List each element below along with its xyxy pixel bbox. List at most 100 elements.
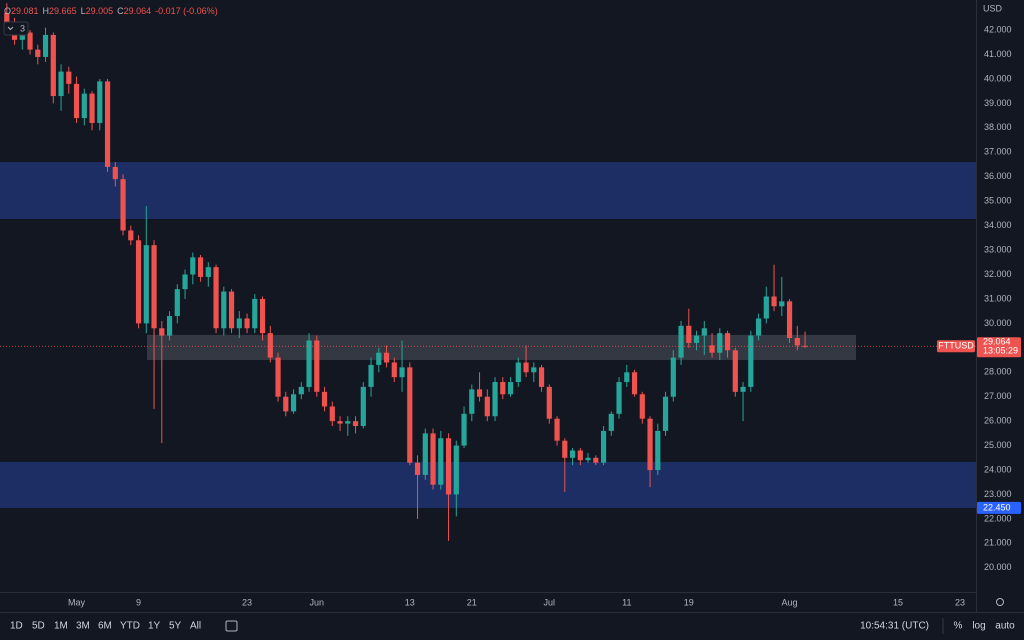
candle-body	[298, 386, 304, 395]
legend-value: 29.005	[86, 6, 114, 16]
candle-body	[732, 350, 738, 392]
candle-body	[554, 418, 560, 441]
countdown-label: 13:05:29	[983, 346, 1018, 356]
x-tick-label: Jul	[544, 597, 556, 607]
candle-body	[662, 396, 669, 431]
candle-body	[213, 267, 219, 329]
x-tick-label: Jun	[310, 597, 325, 607]
range-button[interactable]: 5Y	[169, 621, 182, 632]
price-label: 22.450	[983, 502, 1011, 512]
candle-body	[81, 93, 87, 119]
candle-body	[190, 257, 196, 275]
candle-body	[631, 372, 638, 395]
candle-body	[166, 316, 173, 336]
candle-body	[717, 333, 723, 353]
legend-key: O	[4, 6, 11, 16]
candles	[4, 3, 808, 541]
candle-body	[50, 34, 56, 97]
range-button[interactable]: 1Y	[148, 621, 161, 632]
candle-body	[19, 32, 25, 40]
candle-body	[321, 391, 328, 407]
candle-body	[523, 362, 529, 373]
candle-body	[647, 418, 653, 471]
candle-body	[655, 430, 661, 471]
candle-body	[244, 318, 250, 329]
candle-body	[755, 318, 762, 336]
candle-body	[329, 406, 335, 422]
symbol-label-box	[937, 340, 975, 353]
candle-body	[174, 289, 180, 317]
candle-body	[252, 298, 258, 329]
range-button[interactable]: 3M	[76, 621, 90, 632]
axes: 20.000 21.000 22.000 23.000 24.000 25.000 26.0…	[0, 24, 1021, 607]
range-button[interactable]: 5D	[32, 621, 45, 632]
y-tick-label: 35.000	[984, 196, 1012, 206]
range-button[interactable]: 1M	[54, 621, 68, 632]
candle-body	[383, 352, 390, 363]
candle-body	[546, 386, 552, 419]
y-tick-label: 38.000	[984, 122, 1012, 132]
candle-body	[608, 413, 614, 431]
candle-body	[143, 245, 149, 324]
candle-body	[236, 318, 242, 329]
candle-body	[89, 93, 95, 123]
indicator-toggle[interactable]	[3, 21, 29, 36]
candle-body	[345, 421, 351, 424]
candle-body	[639, 394, 645, 419]
candle-body	[484, 396, 490, 417]
y-tick-label: 26.000	[984, 416, 1012, 426]
candle-body	[27, 32, 33, 50]
candle-body	[515, 362, 521, 383]
range-button[interactable]: 6M	[98, 621, 112, 632]
x-tick-label: 9	[136, 597, 141, 607]
y-tick-label: 22.000	[984, 513, 1012, 523]
toolbar: 1D 5D 1M 3M 6M YTD 1Y 5Y All 10:54:31 (UTC)% log au…	[10, 621, 1015, 632]
candle-body	[128, 230, 134, 241]
last-price-label: 29.064	[983, 337, 1011, 347]
y-tick-label: 27.000	[984, 391, 1012, 401]
candle-body	[414, 462, 421, 475]
currency-label: USD	[983, 3, 1003, 13]
date-range-icon[interactable]	[225, 620, 238, 632]
candle-body	[407, 367, 413, 463]
x-tick-label: 15	[893, 597, 903, 607]
range-button[interactable]: YTD	[120, 621, 140, 632]
y-tick-label: 33.000	[984, 244, 1012, 254]
candle-body	[430, 433, 436, 485]
candle-body	[197, 257, 204, 277]
candle-body	[205, 267, 211, 277]
x-tick-label: 23	[242, 597, 252, 607]
scale-button[interactable]: auto	[995, 621, 1015, 632]
x-tick-label: 19	[684, 597, 694, 607]
y-tick-label: 42.000	[984, 24, 1012, 34]
candle-body	[779, 301, 785, 307]
candle-body	[283, 396, 289, 412]
candle-body	[724, 333, 731, 351]
candle-body	[159, 328, 165, 336]
candle-body	[104, 81, 111, 167]
x-tick-label: May	[68, 597, 86, 607]
y-tick-label: 41.000	[984, 49, 1012, 59]
candle-body	[562, 440, 568, 458]
scale-button[interactable]: log	[972, 621, 985, 632]
candle-body	[66, 71, 72, 84]
candle-body	[259, 298, 266, 334]
candle-body	[794, 338, 800, 346]
y-tick-label: 24.000	[984, 464, 1012, 474]
range-button[interactable]: 1D	[10, 621, 23, 632]
candle-body	[182, 274, 188, 290]
candle-body	[577, 450, 583, 461]
candle-body	[306, 340, 312, 387]
y-tick-label: 36.000	[984, 171, 1012, 181]
candle-body	[445, 438, 452, 495]
legend-value: 29.064	[124, 6, 152, 16]
chevron-icon	[7, 26, 14, 31]
scale-button[interactable]: %	[954, 621, 963, 632]
settings-icon[interactable]	[996, 598, 1004, 606]
candle-body	[786, 301, 793, 339]
candle-body	[221, 291, 227, 329]
range-button[interactable]: All	[190, 621, 201, 632]
candle-body	[771, 296, 777, 307]
candle-body	[500, 382, 506, 395]
